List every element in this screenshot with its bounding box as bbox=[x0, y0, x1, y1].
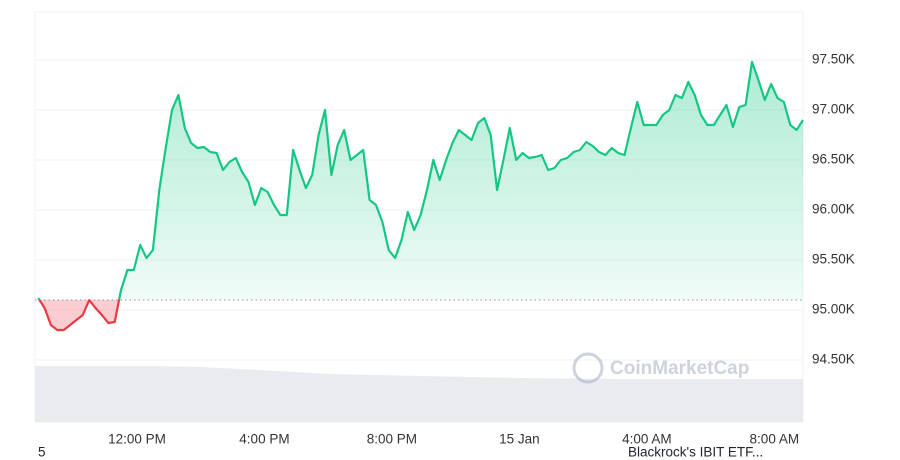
x-tick-label: 12:00 PM bbox=[108, 432, 166, 447]
watermark-text: CoinMarketCap bbox=[610, 358, 749, 379]
y-tick-label: 94.50K bbox=[812, 352, 855, 367]
x-tick-label: 15 Jan bbox=[499, 432, 540, 447]
watermark: CoinMarketCap bbox=[572, 352, 749, 384]
area-up bbox=[38, 62, 803, 300]
volume-area bbox=[35, 366, 803, 422]
y-tick-label: 97.00K bbox=[812, 102, 855, 117]
y-tick-label: 95.00K bbox=[812, 302, 855, 317]
price-line-up bbox=[37, 60, 804, 300]
x-tick-label: 8:00 PM bbox=[367, 432, 417, 447]
footer-left: 5 bbox=[38, 445, 46, 460]
y-tick-label: 96.50K bbox=[812, 152, 855, 167]
x-tick-label: 4:00 PM bbox=[239, 432, 289, 447]
watermark-logo bbox=[572, 352, 604, 384]
y-tick-label: 96.00K bbox=[812, 202, 855, 217]
x-tick-label: 8:00 AM bbox=[750, 432, 800, 447]
y-tick-label: 95.50K bbox=[812, 252, 855, 267]
area-down bbox=[38, 300, 803, 330]
footer-right: Blackrock's IBIT ETF... bbox=[628, 445, 763, 460]
x-tick-label: 4:00 AM bbox=[622, 432, 672, 447]
y-tick-label: 97.50K bbox=[812, 52, 855, 67]
